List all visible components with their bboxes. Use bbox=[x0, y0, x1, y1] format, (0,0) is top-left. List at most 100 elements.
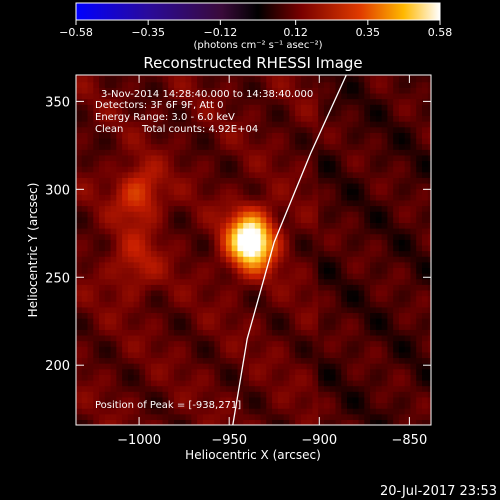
heatmap-cell bbox=[416, 171, 423, 178]
heatmap-cell bbox=[398, 357, 406, 364]
heatmap-cell bbox=[410, 301, 417, 308]
heatmap-cell bbox=[104, 205, 112, 212]
heatmap-cell bbox=[289, 211, 296, 218]
heatmap-cell bbox=[393, 396, 400, 404]
heatmap-cell bbox=[225, 267, 233, 274]
heatmap-cell bbox=[312, 351, 319, 359]
heatmap-cell bbox=[404, 284, 412, 291]
heatmap-cell bbox=[116, 261, 123, 269]
heatmap-cell bbox=[266, 211, 273, 218]
heatmap-cell bbox=[404, 318, 412, 325]
heatmap-cell bbox=[81, 346, 89, 353]
heatmap-cell bbox=[243, 239, 250, 246]
heatmap-cell bbox=[375, 194, 383, 201]
heatmap-cell bbox=[191, 160, 198, 167]
heatmap-cell bbox=[168, 188, 175, 195]
heatmap-cell bbox=[421, 216, 429, 223]
heatmap-cell bbox=[387, 385, 394, 392]
heatmap-cell bbox=[231, 143, 239, 150]
heatmap-cell bbox=[127, 233, 135, 240]
heatmap-cell bbox=[197, 368, 204, 375]
heatmap-cell bbox=[122, 289, 129, 297]
heatmap-cell bbox=[312, 334, 319, 342]
heatmap-cell bbox=[202, 396, 210, 404]
heatmap-cell bbox=[104, 402, 112, 409]
heatmap-cell bbox=[358, 75, 365, 77]
heatmap-cell bbox=[110, 357, 117, 364]
heatmap-cell bbox=[156, 239, 164, 246]
heatmap-cell bbox=[381, 256, 388, 263]
heatmap-cell bbox=[225, 391, 233, 398]
heatmap-cell bbox=[312, 115, 319, 122]
heatmap-cell bbox=[220, 121, 227, 128]
heatmap-cell bbox=[370, 177, 377, 184]
heatmap-cell bbox=[266, 188, 273, 195]
heatmap-cell bbox=[323, 98, 331, 105]
heatmap-cell bbox=[312, 75, 319, 77]
heatmap-cell bbox=[398, 312, 406, 319]
heatmap-cell bbox=[410, 340, 417, 347]
heatmap-cell bbox=[220, 154, 227, 162]
heatmap-cell bbox=[295, 396, 302, 404]
heatmap-cell bbox=[208, 154, 215, 162]
heatmap-cell bbox=[145, 81, 152, 88]
heatmap-cell bbox=[225, 256, 233, 263]
heatmap-cell bbox=[87, 81, 94, 88]
heatmap-cell bbox=[225, 244, 233, 252]
heatmap-cell bbox=[87, 334, 94, 342]
heatmap-cell bbox=[179, 188, 187, 195]
heatmap-cell bbox=[214, 188, 221, 195]
heatmap-cell bbox=[191, 295, 198, 302]
heatmap-cell bbox=[323, 306, 331, 314]
heatmap-cell bbox=[427, 76, 431, 83]
heatmap-cell bbox=[341, 413, 348, 420]
heatmap-cell bbox=[306, 323, 314, 330]
heatmap-cell bbox=[312, 256, 319, 263]
heatmap-cell bbox=[277, 211, 285, 218]
heatmap-cell bbox=[116, 368, 123, 375]
heatmap-cell bbox=[76, 182, 83, 190]
heatmap-cell bbox=[139, 261, 146, 269]
heatmap-cell bbox=[197, 154, 204, 162]
heatmap-cell bbox=[145, 171, 152, 178]
heatmap-cell bbox=[174, 239, 181, 246]
heatmap-cell bbox=[427, 166, 431, 173]
heatmap-cell bbox=[254, 363, 262, 370]
heatmap-cell bbox=[312, 132, 319, 139]
heatmap-cell bbox=[208, 413, 215, 420]
heatmap-cell bbox=[214, 239, 221, 246]
heatmap-cell bbox=[81, 109, 89, 117]
heatmap-cell bbox=[289, 267, 296, 274]
heatmap-cell bbox=[375, 126, 383, 133]
heatmap-cell bbox=[76, 329, 83, 336]
heatmap-cell bbox=[300, 137, 308, 145]
heatmap-cell bbox=[191, 351, 198, 359]
heatmap-cell bbox=[127, 284, 135, 291]
heatmap-cell bbox=[295, 284, 302, 291]
heatmap-cell bbox=[93, 222, 100, 229]
heatmap-cell bbox=[283, 323, 290, 330]
heatmap-cell bbox=[116, 391, 123, 398]
heatmap-cell bbox=[179, 368, 187, 375]
heatmap-cell bbox=[145, 289, 152, 297]
heatmap-cell bbox=[398, 205, 406, 212]
heatmap-cell bbox=[300, 351, 308, 359]
heatmap-cell bbox=[220, 408, 227, 415]
heatmap-cell bbox=[335, 261, 342, 269]
heatmap-cell bbox=[81, 228, 89, 235]
heatmap-cell bbox=[427, 363, 431, 370]
heatmap-cell bbox=[283, 250, 290, 257]
heatmap-cell bbox=[76, 340, 83, 347]
heatmap-cell bbox=[116, 75, 123, 77]
heatmap-cell bbox=[416, 228, 423, 235]
heatmap-cell bbox=[260, 408, 267, 415]
heatmap-cell bbox=[404, 160, 412, 167]
heatmap-cell bbox=[283, 205, 290, 212]
heatmap-cell bbox=[104, 98, 112, 105]
heatmap-cell bbox=[162, 391, 169, 398]
heatmap-cell bbox=[341, 109, 348, 117]
heatmap-cell bbox=[191, 194, 198, 201]
heatmap-cell bbox=[393, 160, 400, 167]
heatmap-cell bbox=[404, 75, 412, 77]
heatmap-cell bbox=[387, 273, 394, 280]
